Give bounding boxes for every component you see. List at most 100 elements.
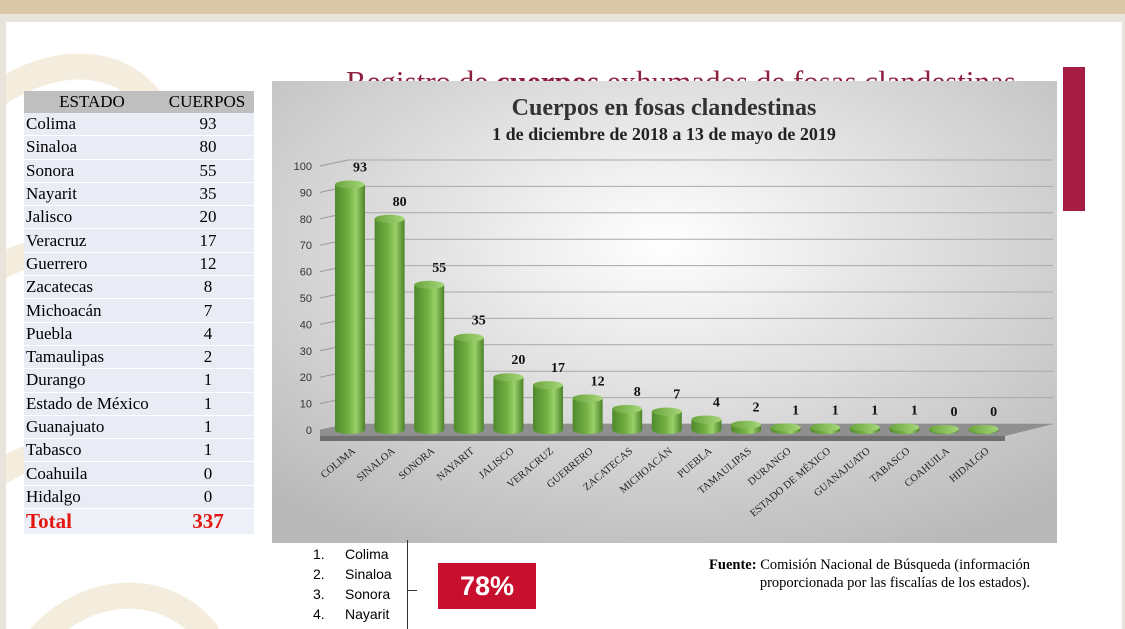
bar — [612, 404, 643, 434]
body-count-cell: 1 — [160, 415, 254, 440]
state-name-cell: Hidalgo — [24, 485, 160, 510]
state-name-cell: Colima — [24, 113, 160, 137]
bar — [968, 425, 999, 434]
data-label: 1 — [911, 403, 918, 418]
bar-cap — [651, 407, 682, 416]
state-name-cell: Puebla — [24, 322, 160, 346]
table-row: Estado de México 1 — [24, 392, 254, 416]
state-name-cell: Guanajuato — [24, 415, 160, 440]
body-count-cell: 1 — [160, 392, 254, 416]
data-label: 1 — [832, 403, 839, 418]
data-label: 1 — [792, 403, 799, 418]
bar-body — [691, 419, 722, 434]
table-row: Guerrero 12 — [24, 252, 254, 277]
bar-chart: Cuerpos en fosas clandestinas 1 de diciem… — [272, 81, 1057, 543]
total-value: 337 — [160, 508, 254, 536]
bar-cap — [335, 180, 365, 189]
data-label: 17 — [551, 361, 565, 376]
table-total-row: Total 337 — [24, 508, 254, 536]
state-name-cell: Guerrero — [24, 252, 160, 277]
bar-cap — [374, 214, 405, 223]
bar-cap — [849, 423, 880, 432]
table-row: Durango 1 — [24, 368, 254, 393]
total-label: Total — [24, 508, 160, 536]
bar — [770, 423, 801, 434]
bar-body — [493, 377, 524, 434]
body-count-cell: 8 — [160, 275, 254, 300]
bar-body — [374, 218, 405, 434]
bar-cap — [731, 420, 761, 429]
body-count-cell: 55 — [160, 159, 254, 183]
y-tick-label: 60 — [300, 267, 312, 279]
state-name-cell: Nayarit — [24, 182, 160, 207]
state-name-cell: Zacatecas — [24, 275, 160, 300]
ranking-bracket-tick — [407, 590, 417, 591]
accent-bar — [1063, 67, 1085, 211]
body-count-cell: 35 — [160, 182, 254, 207]
table-row: Tamaulipas 2 — [24, 345, 254, 370]
bar-body — [335, 184, 365, 434]
table-row: Puebla 4 — [24, 322, 254, 346]
bar — [453, 333, 484, 434]
header-estado: ESTADO — [24, 91, 160, 113]
state-name-cell: Michoacán — [24, 298, 160, 323]
data-label: 8 — [634, 385, 641, 400]
data-label: 0 — [990, 405, 997, 420]
state-name-cell: Sinaloa — [24, 135, 160, 160]
table-row: Sonora 55 — [24, 159, 254, 183]
bar — [414, 280, 445, 434]
ranking-item-1: 1. Colima — [313, 546, 389, 562]
bar — [572, 394, 603, 434]
bar-cap — [691, 415, 722, 424]
bar-body — [453, 337, 484, 434]
table-row: Coahuila 0 — [24, 461, 254, 486]
body-count-cell: 7 — [160, 298, 254, 323]
bar — [731, 420, 761, 434]
data-label: 93 — [353, 160, 367, 175]
table-row: Tabasco 1 — [24, 438, 254, 463]
table-row: Colima 93 — [24, 113, 254, 137]
bar-cap — [968, 425, 999, 433]
state-name-cell: Jalisco — [24, 205, 160, 230]
bar — [533, 381, 563, 434]
y-tick-label: 40 — [300, 319, 312, 331]
ranking-bracket — [407, 540, 408, 629]
y-tick-label: 70 — [300, 240, 312, 252]
header-cuerpos: CUERPOS — [160, 91, 254, 113]
table-header-row: ESTADO CUERPOS — [24, 91, 254, 113]
bar — [374, 214, 405, 434]
body-count-cell: 1 — [160, 368, 254, 393]
bar — [889, 423, 920, 434]
bar-body — [612, 408, 643, 434]
data-label: 55 — [432, 261, 446, 276]
data-label: 2 — [753, 401, 760, 416]
y-tick-label: 80 — [300, 214, 312, 226]
state-name-cell: Coahuila — [24, 461, 160, 486]
bar-body — [533, 385, 563, 434]
body-count-cell: 12 — [160, 252, 254, 277]
bar-cap — [453, 333, 484, 342]
table-row: Michoacán 7 — [24, 298, 254, 323]
body-count-cell: 4 — [160, 322, 254, 346]
grid-line-slant — [319, 159, 349, 167]
body-count-cell: 0 — [160, 461, 254, 486]
body-count-cell: 93 — [160, 113, 254, 137]
bar — [691, 415, 722, 434]
bar — [493, 373, 524, 434]
bar-cap — [612, 404, 643, 413]
bar — [849, 423, 880, 434]
y-tick-label: 90 — [300, 187, 312, 199]
y-tick-label: 10 — [300, 399, 312, 411]
body-count-cell: 0 — [160, 485, 254, 510]
table-row: Veracruz 17 — [24, 228, 254, 253]
bar — [810, 423, 841, 434]
chart-subtitle: 1 de diciembre de 2018 a 13 de mayo de 2… — [492, 124, 836, 144]
bar — [929, 425, 959, 434]
bar-body — [414, 284, 445, 434]
body-count-cell: 20 — [160, 205, 254, 230]
table-row: Hidalgo 0 — [24, 485, 254, 510]
bar — [335, 180, 365, 434]
data-label: 7 — [673, 388, 680, 403]
state-name-cell: Tabasco — [24, 438, 160, 463]
bar-cap — [414, 280, 445, 289]
